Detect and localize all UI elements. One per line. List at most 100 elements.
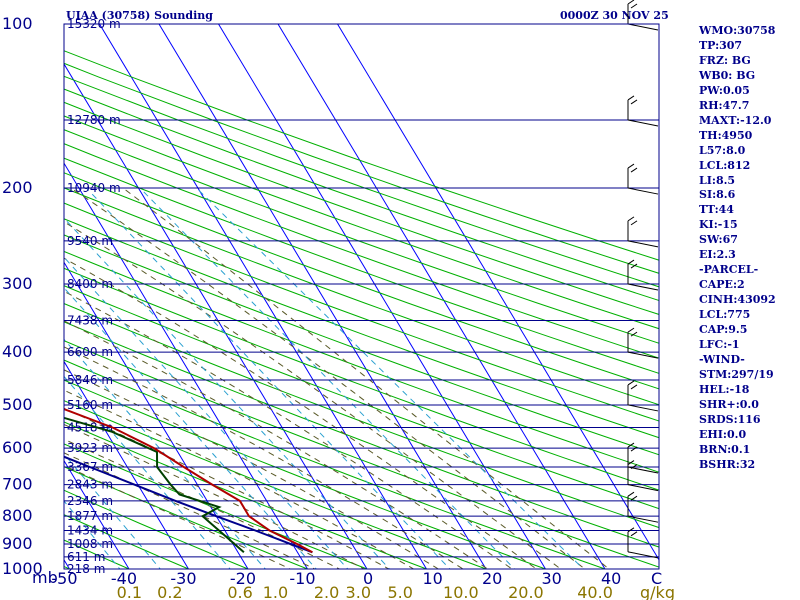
dry-adiabat-line [64,539,131,569]
dry-adiabat-line [64,143,659,359]
index-line: TH:4950 [699,128,753,142]
dry-adiabat-line [64,129,659,344]
pressure-tick-label: 800 [2,506,33,525]
isotherm-line [337,24,659,561]
dry-adiabat-line [64,340,659,568]
mixing-ratio-tick-label: 0.2 [157,583,182,600]
mixing-ratio-tick-label: 1.0 [263,583,288,600]
isotherm-line [158,24,487,569]
temp-tick-label: 20 [482,569,502,588]
wind-barb [627,216,659,248]
dry-adiabat-line [64,75,659,288]
height-label: 1877 m [67,509,113,523]
index-line: CAP:9.5 [699,323,748,337]
index-line: -WIND- [699,352,745,366]
pressure-tick-label: 900 [2,534,33,553]
temperature-trace [64,407,313,554]
dry-adiabat-line [64,218,659,439]
valid-time: 0000Z 30 NOV 25 [560,9,669,22]
mixing-ratio-tick-label: 0.6 [227,583,252,600]
isotherm-line [99,24,428,569]
temp-tick-label: 0 [363,569,373,588]
station-title: UIAA (30758) Sounding [66,9,213,22]
dry-adiabat-line [64,321,659,548]
moist-adiabat-line [64,464,292,569]
index-line: LFC:-1 [699,338,740,352]
wind-barb [627,259,659,291]
height-label: 1008 m [67,537,113,551]
indices-panel: WMO:30758 TP:307 FRZ: BG WB0: BG PW:0.05 RH:4… [699,24,800,473]
mixing-ratio-unit-label: g/kg [640,583,675,600]
dry-adiabat-line [64,466,309,569]
index-line: TP:307 [699,38,743,52]
isotherm-line [218,24,547,569]
dry-adiabat-line [64,172,659,390]
pressure-tick-label: 100 [2,14,33,33]
index-line: -PARCEL- [699,263,759,277]
temp-unit-label: C [651,569,662,588]
dry-adiabat-line [64,514,190,569]
wind-barb [627,0,659,31]
height-label: 7438 m [67,314,113,328]
pressure-tick-label: 500 [2,395,33,414]
index-line: RH:47.7 [699,98,750,112]
height-label: 611 m [67,550,105,564]
temp-tick-label: -10 [289,569,315,588]
dry-adiabat-line [64,303,659,529]
dry-adiabat-line [64,62,659,274]
pressure-tick-label: 300 [2,274,33,293]
dry-adiabat-line [64,115,659,330]
index-line: WB0: BG [699,68,756,82]
index-line: BRN:0.1 [699,442,751,456]
moist-adiabat-line [64,407,390,569]
moist-adiabat-line [122,187,610,569]
height-label: 8400 m [67,277,113,291]
height-label: 5846 m [67,373,113,387]
mixing-ratio-tick-label: 20.0 [508,583,544,600]
temp-tick-label: 30 [542,569,562,588]
parcel-trace [64,455,313,554]
dry-adiabat-line [0,24,35,581]
height-label: 2346 m [67,494,113,508]
index-line: MAXT:-12.0 [699,113,772,127]
isotherm-line [277,24,606,569]
index-line: HEL:-18 [699,382,750,396]
index-line: EI:2.3 [699,248,736,262]
dry-adiabat-line [64,489,250,569]
index-line: FRZ: BG [699,53,751,67]
pressure-tick-label: 700 [2,475,33,494]
index-line: SHR+:0.0 [699,397,759,411]
index-line: BSHR:32 [699,457,756,471]
index-line: SRDS:116 [699,412,761,426]
temp-tick-label: 40 [601,569,621,588]
temp-tick-label: -20 [230,569,256,588]
moist-adiabat-line [64,257,538,569]
height-label: 1434 m [67,524,113,538]
wind-barb [627,442,659,474]
moist-adiabat-line [64,221,562,569]
dry-adiabat-line [64,421,428,569]
wind-barb [627,327,659,359]
index-line: LCL:775 [699,308,751,322]
dry-adiabat-line [64,50,659,261]
mixing-ratio-tick-label: 10.0 [443,583,479,600]
temp-tick-label: 10 [423,569,443,588]
index-line: WMO:30758 [699,24,776,37]
mixing-ratio-line [64,256,349,569]
temp-tick-label: -50 [51,569,77,588]
height-label: 2843 m [67,478,113,492]
index-line: TT:44 [699,203,734,217]
pressure-tick-label: 1000 [2,559,43,578]
temp-tick-label: -30 [170,569,196,588]
wind-barb [627,95,659,127]
isotherm-line [64,459,130,569]
moist-adiabat-line [64,423,366,569]
dry-adiabat-line [64,88,659,302]
height-label: 9540 m [67,234,113,248]
isotherm-line [64,558,71,569]
isotherm-line [0,24,17,581]
moist-adiabat-line [64,369,440,569]
dry-adiabat-line [64,101,659,315]
mixing-ratio-line [86,187,451,569]
